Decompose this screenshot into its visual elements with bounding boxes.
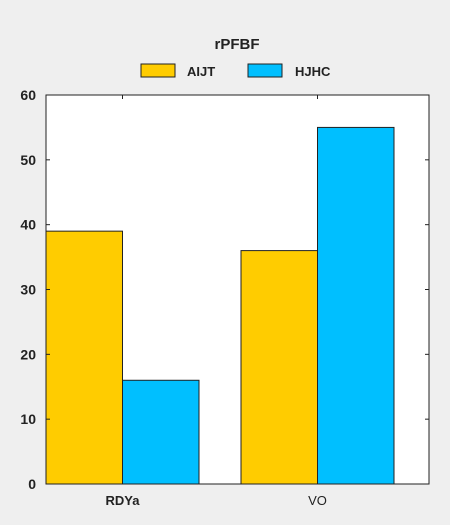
legend-label-hjhc: HJHC [295,64,331,79]
ticks-group: 0 10 20 30 40 50 60 RDYa VO [20,87,429,508]
y-tick-label: 40 [20,217,36,233]
x-tick-label: VO [308,493,327,508]
bar-hjhc-vo [317,126,395,485]
bar-hjhc-rdya [122,379,200,485]
y-tick-label: 60 [20,87,36,103]
legend-swatch-hjhc [247,63,283,78]
y-tick-label: 20 [20,346,36,362]
x-tick-label: RDYa [106,493,141,508]
chart-title: rPFBF [215,36,260,53]
plot-frame [45,94,430,485]
y-tick-label: 50 [20,152,36,168]
bars-group [45,126,395,485]
y-tick-label: 10 [20,411,36,427]
legend: AIJT HJHC [140,63,331,79]
y-tick-label: 0 [28,476,36,492]
legend-swatch-aijt [140,63,176,78]
y-tick-label: 30 [20,282,36,298]
bar-aijt-rdya [45,230,123,485]
legend-label-aijt: AIJT [187,64,215,79]
bar-aijt-vo [240,250,318,485]
